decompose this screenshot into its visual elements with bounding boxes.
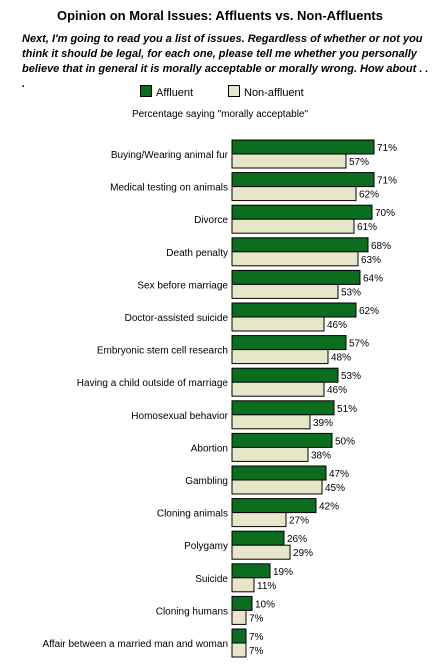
category-label-divorce: Divorce [194, 215, 228, 226]
bar-non-affluent-gambling [231, 479, 323, 495]
value-label-affluent-doctor-assisted-suicide: 62% [359, 306, 379, 317]
bar-affluent-doctor-assisted-suicide [231, 302, 357, 318]
value-label-non-affluent-death-penalty: 63% [361, 255, 381, 266]
bar-non-affluent-homosexual-behavior [231, 414, 311, 430]
legend-swatch-non-affluent [228, 85, 240, 97]
value-label-affluent-abortion: 50% [335, 436, 355, 447]
bar-non-affluent-buying-wearing-animal-fur [231, 153, 347, 169]
bar-non-affluent-cloning-humans [231, 609, 247, 625]
category-label-gambling: Gambling [185, 476, 228, 487]
value-label-non-affluent-polygamy: 29% [293, 548, 313, 559]
legend-item-non-affluent: Non-affluent [228, 85, 304, 99]
value-label-non-affluent-having-a-child-outside-of-marriage: 46% [327, 385, 347, 396]
question-text: Next, I'm going to read you a list of is… [22, 33, 429, 90]
value-label-non-affluent-cloning-humans: 7% [249, 613, 264, 624]
bar-non-affluent-medical-testing-on-animals [231, 186, 357, 202]
bar-non-affluent-cloning-animals [231, 512, 287, 528]
value-label-affluent-death-penalty: 68% [371, 241, 391, 252]
bar-affluent-death-penalty [231, 237, 369, 253]
value-label-affluent-polygamy: 26% [287, 534, 307, 545]
legend-label-non-affluent: Non-affluent [244, 87, 304, 99]
bar-non-affluent-embryonic-stem-cell-research [231, 349, 329, 365]
bar-non-affluent-divorce [231, 218, 355, 234]
category-label-homosexual-behavior: Homosexual behavior [131, 411, 228, 422]
bar-affluent-sex-before-marriage [231, 269, 361, 285]
bar-non-affluent-death-penalty [231, 251, 359, 267]
bar-affluent-gambling [231, 465, 327, 481]
value-label-non-affluent-divorce: 61% [357, 222, 377, 233]
bar-non-affluent-polygamy [231, 544, 291, 560]
category-label-doctor-assisted-suicide: Doctor-assisted suicide [125, 313, 229, 324]
value-label-affluent-affair-between-a-married-man-and-woman: 7% [249, 632, 264, 643]
value-label-non-affluent-cloning-animals: 27% [289, 516, 309, 527]
category-label-death-penalty: Death penalty [166, 248, 228, 259]
bar-non-affluent-abortion [231, 446, 309, 462]
category-label-cloning-humans: Cloning humans [156, 606, 228, 617]
category-label-embryonic-stem-cell-research: Embryonic stem cell research [97, 346, 228, 357]
value-label-affluent-gambling: 47% [329, 469, 349, 480]
value-label-affluent-suicide: 19% [273, 567, 293, 578]
bar-non-affluent-sex-before-marriage [231, 283, 339, 299]
bar-affluent-affair-between-a-married-man-and-woman [231, 628, 247, 644]
legend-label-affluent: Affluent [156, 87, 194, 99]
legend-swatch-affluent [140, 85, 152, 97]
value-label-affluent-homosexual-behavior: 51% [337, 404, 357, 415]
value-label-affluent-cloning-animals: 42% [319, 502, 339, 513]
bar-affluent-abortion [231, 432, 333, 448]
value-label-non-affluent-gambling: 45% [325, 483, 345, 494]
category-label-affair-between-a-married-man-and-woman: Affair between a married man and woman [43, 639, 228, 650]
value-label-affluent-cloning-humans: 10% [255, 599, 275, 610]
legend-item-affluent: Affluent [140, 85, 193, 99]
value-label-affluent-embryonic-stem-cell-research: 57% [349, 339, 369, 350]
value-label-non-affluent-abortion: 38% [311, 450, 331, 461]
value-label-affluent-buying-wearing-animal-fur: 71% [377, 143, 397, 154]
bar-affluent-divorce [231, 204, 373, 220]
category-label-buying-wearing-animal-fur: Buying/Wearing animal fur [111, 150, 229, 161]
value-label-affluent-sex-before-marriage: 64% [363, 273, 383, 284]
bar-non-affluent-doctor-assisted-suicide [231, 316, 325, 332]
bar-affluent-embryonic-stem-cell-research [231, 335, 347, 351]
bar-non-affluent-suicide [231, 577, 255, 593]
category-label-abortion: Abortion [191, 443, 228, 454]
category-label-cloning-animals: Cloning animals [157, 509, 228, 520]
bar-affluent-medical-testing-on-animals [231, 172, 375, 188]
bar-affluent-homosexual-behavior [231, 400, 335, 416]
category-label-sex-before-marriage: Sex before marriage [137, 280, 228, 291]
chart-title: Opinion on Moral Issues: Affluents vs. N… [57, 8, 383, 23]
value-label-affluent-having-a-child-outside-of-marriage: 53% [341, 371, 361, 382]
bar-affluent-suicide [231, 563, 271, 579]
value-label-non-affluent-buying-wearing-animal-fur: 57% [349, 157, 369, 168]
category-label-having-a-child-outside-of-marriage: Having a child outside of marriage [77, 378, 229, 389]
value-label-affluent-medical-testing-on-animals: 71% [377, 176, 397, 187]
value-label-non-affluent-sex-before-marriage: 53% [341, 287, 361, 298]
bar-affluent-cloning-humans [231, 595, 253, 611]
bar-affluent-buying-wearing-animal-fur [231, 139, 375, 155]
bar-affluent-polygamy [231, 530, 285, 546]
chart-subtitle: Percentage saying "morally acceptable" [131, 109, 309, 120]
value-label-affluent-divorce: 70% [375, 208, 395, 219]
value-label-non-affluent-embryonic-stem-cell-research: 48% [331, 353, 351, 364]
category-label-medical-testing-on-animals: Medical testing on animals [110, 183, 228, 194]
value-label-non-affluent-affair-between-a-married-man-and-woman: 7% [249, 646, 264, 657]
value-label-non-affluent-doctor-assisted-suicide: 46% [327, 320, 347, 331]
value-label-non-affluent-suicide: 11% [257, 581, 276, 592]
category-label-polygamy: Polygamy [184, 541, 228, 552]
bar-affluent-having-a-child-outside-of-marriage [231, 367, 339, 383]
bar-non-affluent-having-a-child-outside-of-marriage [231, 381, 325, 397]
value-label-non-affluent-medical-testing-on-animals: 62% [359, 190, 379, 201]
value-label-non-affluent-homosexual-behavior: 39% [313, 418, 333, 429]
bar-affluent-cloning-animals [231, 498, 317, 514]
bar-non-affluent-affair-between-a-married-man-and-woman [231, 642, 247, 658]
category-label-suicide: Suicide [195, 574, 228, 585]
